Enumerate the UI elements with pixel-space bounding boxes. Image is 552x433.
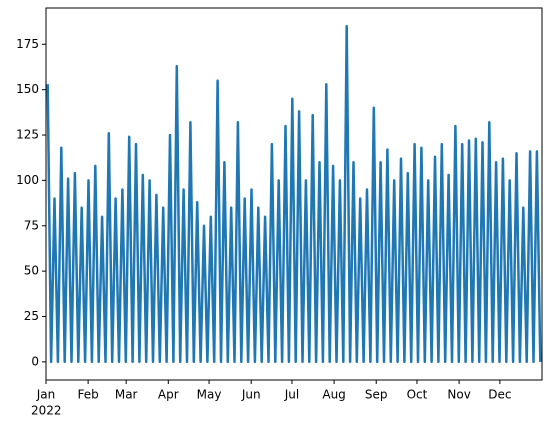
y-tick-label: 175 (16, 37, 39, 51)
x-sublabel: 2022 (31, 404, 62, 418)
plot-frame (45, 7, 543, 381)
y-tick-label: 0 (31, 354, 39, 368)
x-tick-label: Jul (284, 388, 299, 402)
x-tick-label: Sep (365, 388, 388, 402)
x-tick-label: Jun (241, 388, 261, 402)
series-line (46, 24, 542, 364)
x-tick-label: Mar (115, 388, 138, 402)
y-tick-label: 25 (24, 309, 39, 323)
y-tick-label: 125 (16, 128, 39, 142)
x-tick-label: Jan (36, 388, 56, 402)
y-tick-label: 150 (16, 82, 39, 96)
x-tick-label: Nov (447, 388, 470, 402)
x-tick-label: Dec (488, 388, 511, 402)
y-tick-label: 75 (24, 218, 39, 232)
x-tick-label: Feb (78, 388, 99, 402)
y-tick-label: 50 (24, 264, 39, 278)
y-tick-label: 100 (16, 173, 39, 187)
x-tick-label: Oct (407, 388, 428, 402)
x-tick-label: May (197, 388, 222, 402)
x-tick-label: Apr (158, 388, 179, 402)
x-tick-label: Aug (322, 388, 345, 402)
